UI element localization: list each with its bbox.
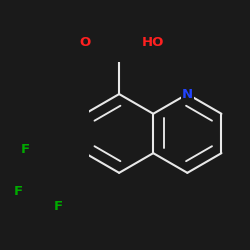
Text: O: O	[80, 36, 91, 49]
Text: F: F	[54, 200, 63, 213]
Text: F: F	[14, 185, 23, 198]
Text: N: N	[182, 88, 193, 101]
Text: HO: HO	[142, 36, 164, 49]
Text: F: F	[21, 143, 30, 156]
